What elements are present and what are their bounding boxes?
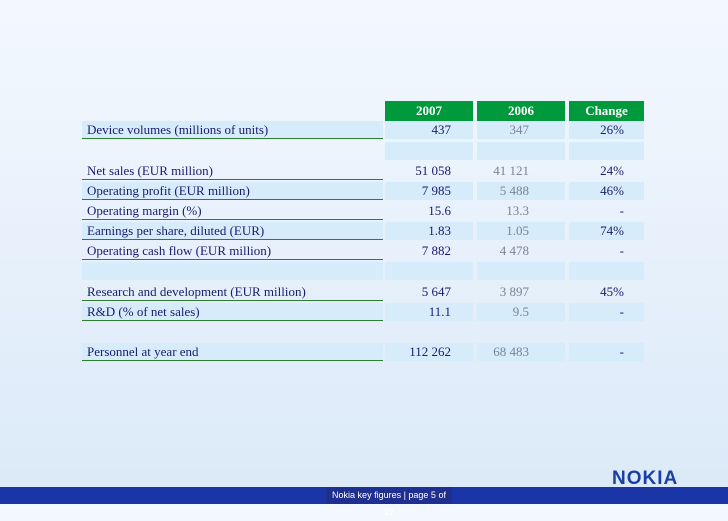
footer-page-label: Nokia key figures | page 5 of 22 (326, 487, 452, 517)
table-row: Personnel at year end 112 262 68 483 - (82, 343, 644, 361)
value-change: 74% (569, 222, 644, 240)
value-change: 46% (569, 182, 644, 200)
table-row: Research and development (EUR million) 5… (82, 283, 644, 301)
value-change: 45% (600, 284, 624, 299)
row-label: Earnings per share, diluted (EUR) (82, 222, 383, 240)
header-2007: 2007 (385, 101, 473, 121)
value-2006: 1.05 (477, 222, 565, 240)
value-2006: 41 121 (493, 163, 529, 178)
value-2006: 5 488 (477, 182, 565, 200)
row-label: Personnel at year end (82, 343, 383, 361)
nokia-logo: NOKIA (612, 468, 679, 489)
row-label: Research and development (EUR million) (82, 283, 383, 301)
value-2007: 51 058 (415, 163, 451, 178)
value-change: 24% (600, 163, 624, 178)
row-label: R&D (% of net sales) (82, 303, 383, 321)
value-2006: 4 478 (499, 243, 529, 258)
value-2007: 5 647 (421, 284, 451, 299)
table-row: Device volumes (millions of units) 437 3… (82, 121, 644, 139)
value-2007: 15.6 (428, 203, 451, 218)
value-change: 26% (569, 121, 644, 139)
value-change: - (619, 243, 624, 258)
value-2006: 347 (477, 121, 565, 139)
header-2006: 2006 (477, 101, 565, 121)
value-2007: 11.1 (385, 303, 473, 321)
row-label: Operating margin (%) (82, 202, 383, 220)
value-2006: 9.5 (477, 303, 565, 321)
header-change: Change (569, 101, 644, 121)
row-label: Operating profit (EUR million) (82, 182, 383, 200)
value-2007: 437 (385, 121, 473, 139)
table-row: Operating profit (EUR million) 7 985 5 4… (82, 182, 644, 200)
table-row: Net sales (EUR million) 51 058 41 121 24… (82, 162, 644, 180)
value-2007: 1.83 (385, 222, 473, 240)
table-row: Earnings per share, diluted (EUR) 1.83 1… (82, 222, 644, 240)
value-2006: 68 483 (477, 343, 565, 361)
value-change: - (569, 303, 644, 321)
table-row: R&D (% of net sales) 11.1 9.5 - (82, 303, 644, 321)
value-change: - (569, 343, 644, 361)
value-2006: 3 897 (499, 284, 529, 299)
spacer-row (82, 142, 644, 160)
value-change: - (619, 203, 624, 218)
value-2006: 13.3 (506, 203, 529, 218)
row-label: Operating cash flow (EUR million) (82, 242, 383, 260)
table-row: Operating cash flow (EUR million) 7 882 … (82, 242, 644, 260)
value-2007: 7 882 (421, 243, 451, 258)
row-label: Net sales (EUR million) (82, 162, 383, 180)
row-label: Device volumes (millions of units) (82, 121, 383, 139)
spacer-row (82, 262, 644, 280)
value-2007: 7 985 (385, 182, 473, 200)
value-2007: 112 262 (385, 343, 473, 361)
table-row: Operating margin (%) 15.6 13.3 - (82, 202, 644, 220)
